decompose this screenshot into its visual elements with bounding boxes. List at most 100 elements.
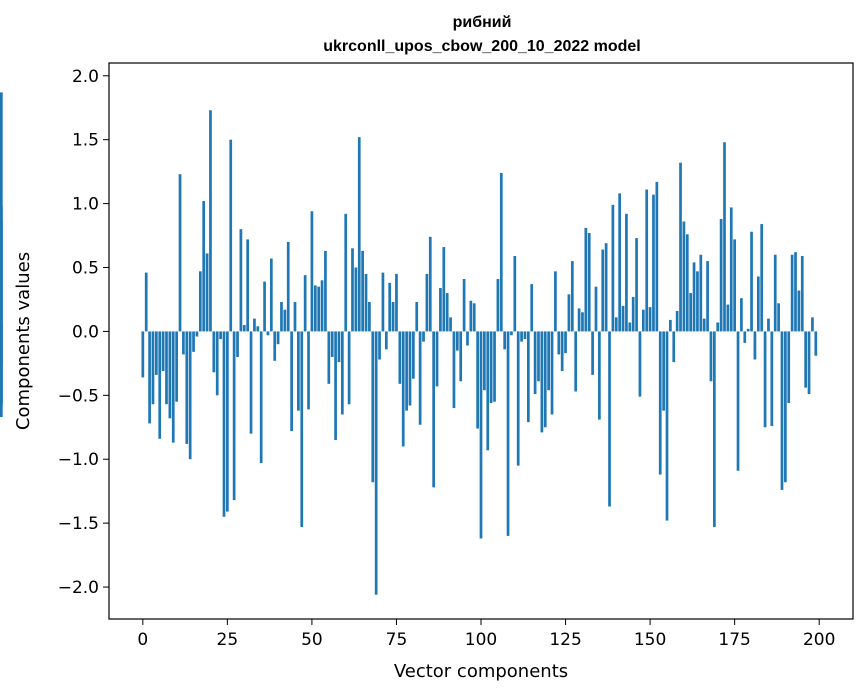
bar — [212, 331, 216, 373]
bar — [175, 331, 178, 402]
bar — [347, 331, 351, 405]
bar — [185, 331, 189, 444]
bar — [202, 201, 206, 332]
bar — [533, 331, 537, 395]
bar — [638, 331, 642, 397]
bar — [469, 300, 473, 332]
bar — [655, 181, 659, 332]
bar — [669, 319, 672, 332]
y-tick-label: 2.0 — [72, 67, 99, 87]
bar — [435, 331, 439, 387]
bar — [499, 172, 503, 332]
bar — [337, 331, 341, 363]
y-tick-label: 0.0 — [72, 322, 99, 342]
bar — [286, 241, 290, 332]
bar — [516, 331, 520, 466]
x-tick-label: 125 — [549, 630, 581, 650]
bar — [320, 280, 324, 332]
y-tick-label: 1.0 — [72, 195, 99, 215]
bar — [432, 331, 436, 488]
bar — [144, 272, 148, 332]
bar — [334, 331, 337, 441]
x-tick-label: 75 — [386, 630, 408, 650]
bar — [530, 284, 534, 332]
bar — [479, 331, 483, 539]
bar — [750, 231, 753, 332]
bar — [364, 273, 368, 332]
bar — [232, 331, 236, 501]
bar — [584, 227, 588, 332]
bar — [472, 303, 476, 332]
y-tick-label: −0.5 — [58, 386, 99, 406]
bar — [171, 331, 175, 443]
bar — [506, 331, 510, 536]
bar — [706, 261, 709, 332]
bar — [621, 305, 625, 332]
bar — [263, 281, 266, 332]
x-tick-label: 175 — [718, 630, 750, 650]
bar — [574, 331, 578, 392]
bar — [784, 331, 787, 483]
bar — [351, 248, 354, 332]
bar — [557, 331, 561, 355]
bar — [577, 308, 581, 332]
bar — [452, 331, 456, 409]
bar — [763, 331, 767, 428]
bar — [652, 194, 655, 332]
bar — [665, 331, 669, 521]
bar — [395, 273, 398, 332]
bar — [154, 331, 158, 375]
bar — [361, 250, 364, 332]
bar — [354, 267, 358, 332]
bar — [672, 331, 676, 363]
bar — [594, 286, 598, 332]
bar — [587, 233, 591, 332]
bar — [374, 331, 378, 595]
bar — [324, 250, 327, 332]
bar — [344, 213, 348, 332]
bar — [800, 256, 804, 332]
bar — [723, 142, 726, 332]
bar — [790, 254, 794, 332]
bar — [709, 331, 713, 382]
bar — [740, 298, 743, 332]
bar — [702, 318, 706, 332]
bar — [520, 331, 523, 342]
bar — [743, 331, 747, 343]
bar — [716, 322, 720, 332]
bar — [510, 331, 513, 336]
bar — [635, 238, 638, 332]
bar — [726, 304, 730, 332]
bar — [215, 331, 219, 396]
bar — [614, 317, 618, 332]
bar — [188, 331, 192, 460]
bar — [523, 331, 527, 340]
bar — [773, 254, 777, 332]
plot-frame — [108, 62, 854, 620]
x-tick-label: 25 — [217, 630, 239, 650]
bar — [679, 162, 682, 332]
bar — [445, 293, 449, 332]
bar — [455, 331, 459, 351]
bar — [219, 331, 222, 340]
bar — [719, 218, 723, 332]
bar — [378, 331, 381, 360]
bar — [408, 331, 412, 406]
bar — [141, 331, 145, 378]
bar — [547, 331, 550, 391]
bar — [618, 193, 622, 332]
bar — [229, 139, 233, 332]
bar — [570, 261, 574, 332]
bar — [591, 331, 594, 375]
bar — [168, 331, 172, 419]
bar — [483, 331, 486, 391]
bar — [628, 322, 632, 332]
bar — [631, 296, 635, 332]
bar — [313, 285, 317, 332]
y-axis-label: Components values — [13, 252, 34, 430]
bar — [222, 331, 226, 517]
chart-title-line1: рибний — [453, 14, 512, 31]
bar — [797, 290, 801, 332]
bar — [418, 331, 422, 425]
